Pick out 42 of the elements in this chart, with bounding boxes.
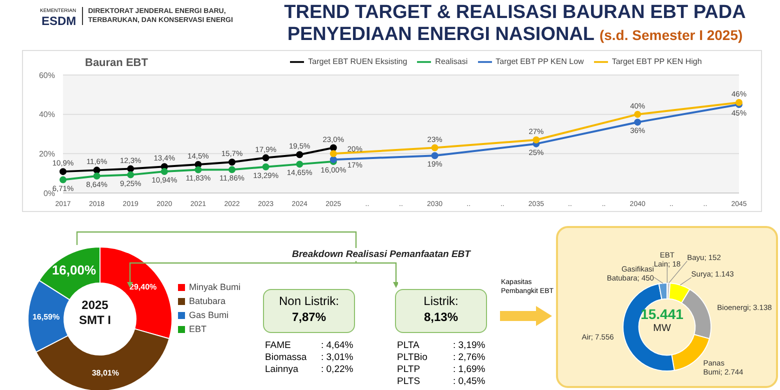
text: : 3,19%: [453, 340, 486, 351]
text: : 4,64%: [321, 340, 354, 351]
text: PLTBio: [397, 352, 428, 364]
data-label: 29,40%: [130, 282, 157, 292]
text: 7,87%: [290, 309, 328, 325]
text: : 0,22%: [321, 364, 354, 375]
data-label: 16,59%: [32, 312, 60, 322]
legend-label: Target EBT PP KEN Low: [496, 57, 584, 66]
text: Biomassa: [265, 352, 308, 364]
text: 15.441: [640, 305, 684, 323]
text: 8,13%: [422, 309, 460, 325]
text: SMT I: [79, 313, 111, 327]
legend-label: Minyak Bumi: [189, 282, 241, 292]
y-tick-label: 0%: [43, 188, 55, 198]
text: : 0,45%: [453, 376, 486, 387]
text: : 1,69%: [453, 364, 486, 375]
y-tick-label: 60%: [38, 70, 55, 80]
text: : 3,01%: [321, 352, 354, 363]
text: 2025: [80, 298, 110, 313]
text: Breakdown Realisasi Pemanfaatan EBT: [290, 248, 472, 261]
legend-label: Target EBT RUEN Eksisting: [308, 57, 408, 66]
text: Bauran EBT: [85, 57, 148, 69]
text: ESDM: [40, 14, 76, 28]
text: PLTA: [397, 340, 420, 352]
legend-label: Batubara: [189, 296, 226, 306]
text: Listrik:: [422, 294, 460, 309]
y-tick-label: 20%: [38, 150, 55, 159]
data-label: 38,01%: [92, 368, 119, 378]
text: Non Listrik:: [278, 294, 340, 309]
chart-subtitle: (s.d. Semester I 2025): [599, 27, 743, 43]
y-tick-label: 40%: [38, 110, 55, 120]
text: PLTP: [397, 364, 422, 376]
legend-label: EBT: [189, 324, 207, 334]
data-label: 16,00%: [52, 262, 96, 278]
legend-label: Target EBT PP KEN High: [612, 57, 702, 66]
text: PLTS: [397, 376, 422, 388]
text: MW: [652, 323, 672, 335]
text: Lainnya: [265, 364, 300, 376]
text: FAME: [265, 340, 292, 352]
text: : 2,76%: [453, 352, 486, 363]
legend-label: Gas Bumi: [189, 310, 229, 320]
legend-label: Realisasi: [435, 57, 468, 66]
